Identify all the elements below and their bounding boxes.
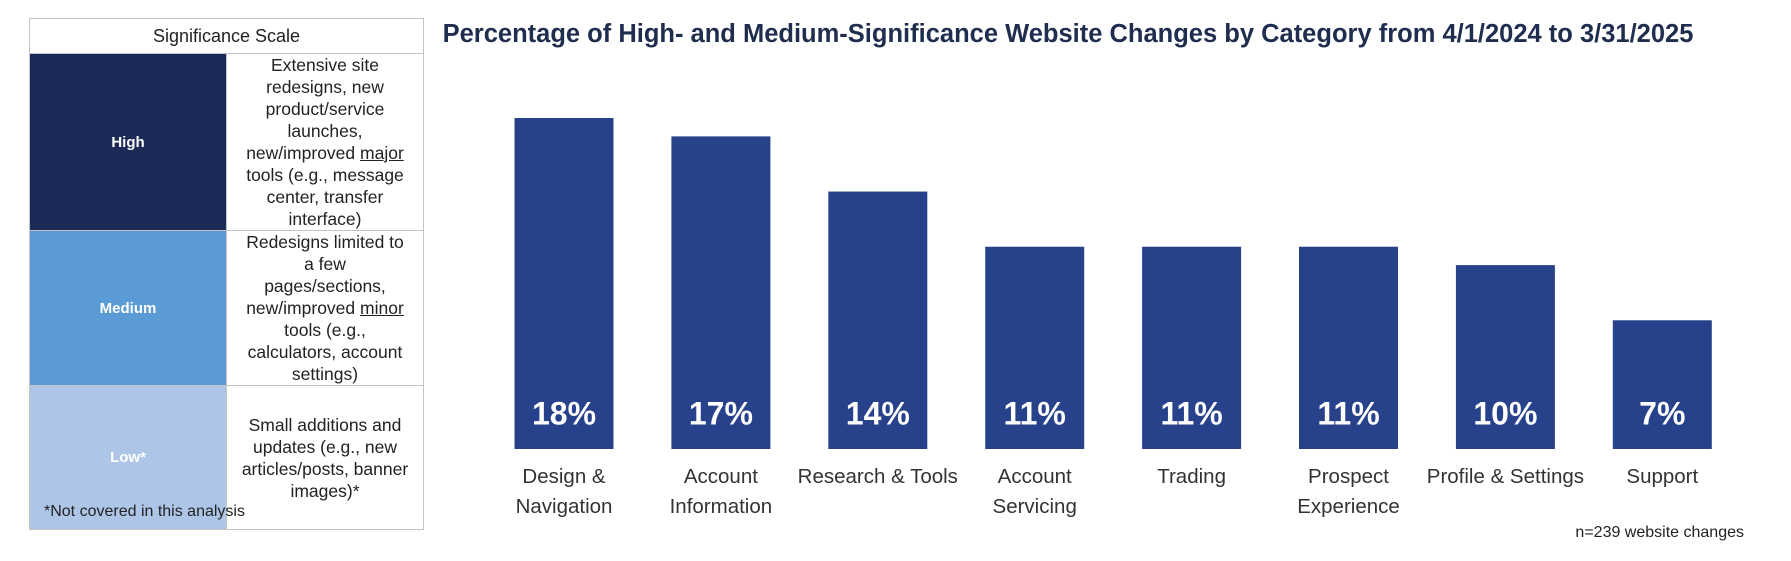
level-cell: High <box>29 53 227 231</box>
table-row: High Extensive site redesigns, new produc… <box>29 53 424 231</box>
x-tick-label: Support <box>1626 465 1699 488</box>
value-label: 10% <box>1473 395 1537 431</box>
description-text: Small additions and updates (e.g., new a… <box>241 414 409 501</box>
bar <box>985 246 1085 449</box>
table-title: Significance Scale <box>29 18 424 54</box>
value-label: 11% <box>1004 395 1066 431</box>
description-text: Extensive site redesigns, new product/se… <box>246 55 385 163</box>
chart-title: Percentage of High- and Medium-Significa… <box>442 20 1694 48</box>
x-tick-label: Trading <box>1157 465 1226 488</box>
description-cell: Redesigns limited to a few pages/section… <box>226 230 424 386</box>
bar <box>1142 246 1242 449</box>
description-text: tools (e.g., message center, transfer in… <box>246 165 404 229</box>
x-tick-label: Account Servicing <box>992 465 1077 518</box>
description-cell: Extensive site redesigns, new product/se… <box>226 53 424 231</box>
x-tick-label: Account Information <box>669 465 773 518</box>
value-label: 18% <box>532 395 596 431</box>
description-text: minor <box>360 298 404 318</box>
x-tick-label: Prospect Experience <box>1297 465 1400 518</box>
description-cell: Small additions and updates (e.g., new a… <box>226 385 424 530</box>
bar <box>671 136 771 449</box>
value-label: 7% <box>1639 395 1685 431</box>
table-row: Medium Redesigns limited to a few pages/s… <box>29 230 424 386</box>
footnote: *Not covered in this analysis <box>44 503 245 520</box>
value-label: 14% <box>846 395 910 431</box>
sample-note: n=239 website changes <box>1575 524 1744 541</box>
bar <box>828 191 928 450</box>
value-label: 17% <box>689 395 753 431</box>
x-tick-label: Profile & Settings <box>1426 465 1585 488</box>
description-text: major <box>360 143 404 163</box>
value-label: 11% <box>1160 395 1222 431</box>
value-label: 11% <box>1317 395 1379 431</box>
table-row: Low* Small additions and updates (e.g., n… <box>29 385 424 530</box>
x-tick-label: Research & Tools <box>797 465 958 488</box>
description-text: tools (e.g., calculators, account settin… <box>247 320 403 384</box>
significance-table: Significance Scale High Extensive site re… <box>29 18 424 530</box>
bar <box>1612 320 1712 449</box>
x-tick-label: Design & Navigation <box>515 465 613 518</box>
bar <box>514 118 614 449</box>
level-cell: Low* <box>29 385 227 530</box>
bar <box>1455 265 1555 449</box>
description-text: Redesigns limited to a few pages/section… <box>246 232 404 318</box>
bar <box>1299 246 1398 449</box>
